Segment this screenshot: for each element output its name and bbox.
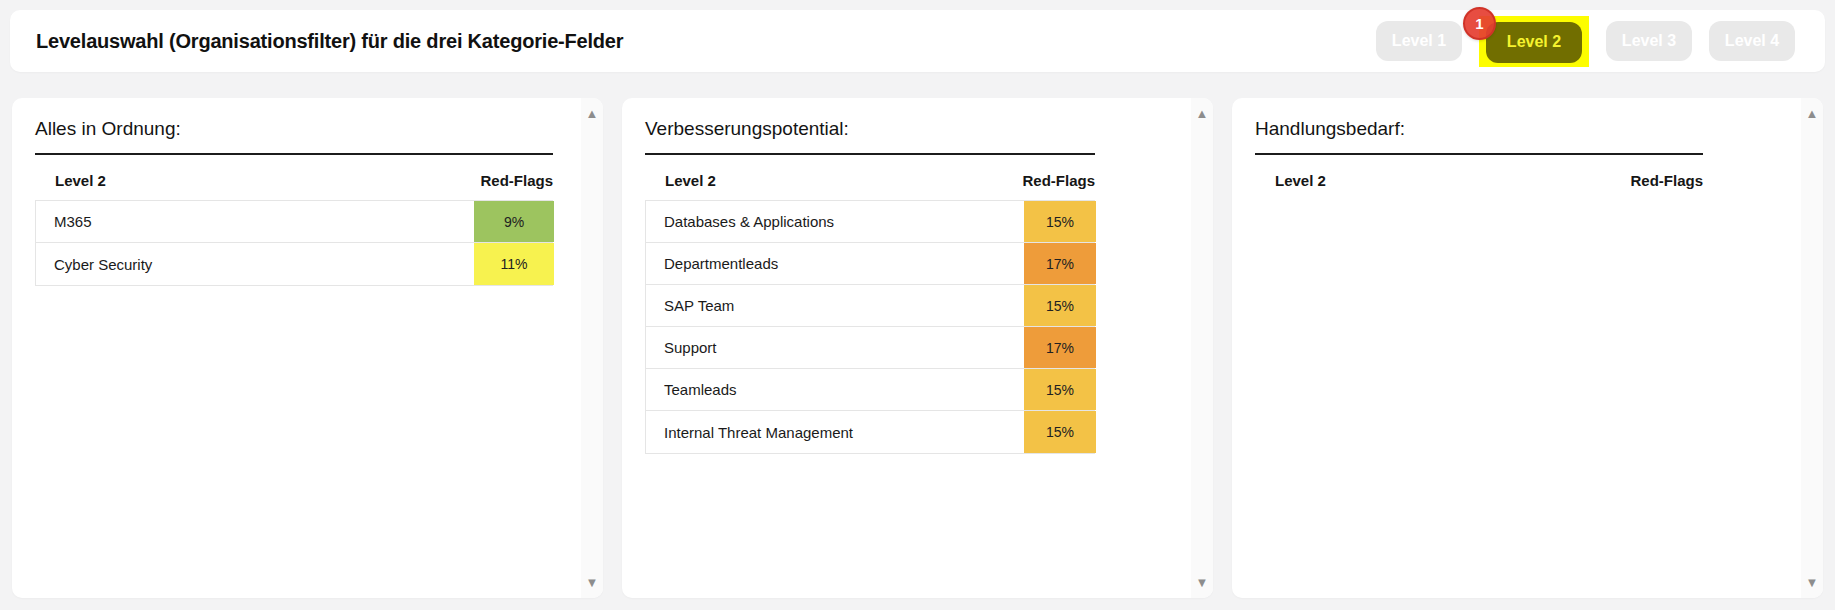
row-label: Databases & Applications	[646, 201, 1024, 242]
level-1-button[interactable]: Level 1	[1376, 21, 1462, 61]
panel-verbesserungspotential: Verbesserungspotential: Level 2 Red-Flag…	[622, 98, 1213, 598]
redflag-percentage: 15%	[1024, 201, 1096, 242]
panel-alles-in-ordnung: Alles in Ordnung: Level 2 Red-Flags M365…	[12, 98, 603, 598]
table-row: SAP Team15%	[646, 285, 1095, 327]
table-rows: M3659%Cyber Security11%	[35, 200, 553, 286]
header-bar: Levelauswahl (Organisationsfilter) für d…	[10, 10, 1825, 72]
row-label: Departmentleads	[646, 243, 1024, 284]
scroll-down-icon[interactable]: ▼	[1801, 576, 1823, 589]
redflag-percentage: 15%	[1024, 411, 1096, 453]
table-header: Level 2 Red-Flags	[645, 155, 1095, 200]
tour-highlight: 1 Level 2	[1479, 16, 1589, 67]
column-header-redflags: Red-Flags	[1022, 172, 1095, 189]
level-2-button[interactable]: Level 2	[1486, 22, 1582, 63]
scrollbar[interactable]: ▲ ▼	[1801, 98, 1823, 598]
table-header: Level 2 Red-Flags	[1255, 155, 1703, 200]
table-row: Cyber Security11%	[36, 243, 553, 285]
row-label: M365	[36, 201, 474, 242]
column-header-level: Level 2	[665, 172, 716, 189]
column-header-redflags: Red-Flags	[1630, 172, 1703, 189]
page-title: Levelauswahl (Organisationsfilter) für d…	[36, 30, 623, 53]
level-3-button[interactable]: Level 3	[1606, 21, 1692, 61]
redflag-percentage: 15%	[1024, 285, 1096, 326]
level-filter-group: Level 1 1 Level 2 Level 3 Level 4	[1376, 16, 1795, 67]
table-row: Departmentleads17%	[646, 243, 1095, 285]
row-label: Support	[646, 327, 1024, 368]
table-row: Databases & Applications15%	[646, 201, 1095, 243]
scrollbar[interactable]: ▲ ▼	[1191, 98, 1213, 598]
redflag-percentage: 17%	[1024, 243, 1096, 284]
scroll-up-icon[interactable]: ▲	[1191, 107, 1213, 120]
redflag-percentage: 17%	[1024, 327, 1096, 368]
column-header-level: Level 2	[1275, 172, 1326, 189]
panel-title: Alles in Ordnung:	[35, 118, 553, 140]
redflag-percentage: 11%	[474, 243, 554, 285]
table-row: Support17%	[646, 327, 1095, 369]
scroll-down-icon[interactable]: ▼	[581, 576, 603, 589]
column-header-redflags: Red-Flags	[480, 172, 553, 189]
panel-title: Verbesserungspotential:	[645, 118, 1095, 140]
table-rows: Databases & Applications15%Departmentlea…	[645, 200, 1095, 454]
panel-title: Handlungsbedarf:	[1255, 118, 1703, 140]
level-4-button[interactable]: Level 4	[1709, 21, 1795, 61]
tour-step-badge: 1	[1463, 7, 1496, 40]
panel-handlungsbedarf: Handlungsbedarf: Level 2 Red-Flags ▲ ▼	[1232, 98, 1823, 598]
scroll-down-icon[interactable]: ▼	[1191, 576, 1213, 589]
column-header-level: Level 2	[55, 172, 106, 189]
row-label: Cyber Security	[36, 243, 474, 285]
scrollbar[interactable]: ▲ ▼	[581, 98, 603, 598]
row-label: SAP Team	[646, 285, 1024, 326]
table-row: Teamleads15%	[646, 369, 1095, 411]
table-header: Level 2 Red-Flags	[35, 155, 553, 200]
table-row: M3659%	[36, 201, 553, 243]
redflag-percentage: 9%	[474, 201, 554, 242]
category-panels: Alles in Ordnung: Level 2 Red-Flags M365…	[12, 98, 1823, 598]
row-label: Teamleads	[646, 369, 1024, 410]
redflag-percentage: 15%	[1024, 369, 1096, 410]
scroll-up-icon[interactable]: ▲	[1801, 107, 1823, 120]
scroll-up-icon[interactable]: ▲	[581, 107, 603, 120]
table-row: Internal Threat Management15%	[646, 411, 1095, 453]
row-label: Internal Threat Management	[646, 411, 1024, 453]
